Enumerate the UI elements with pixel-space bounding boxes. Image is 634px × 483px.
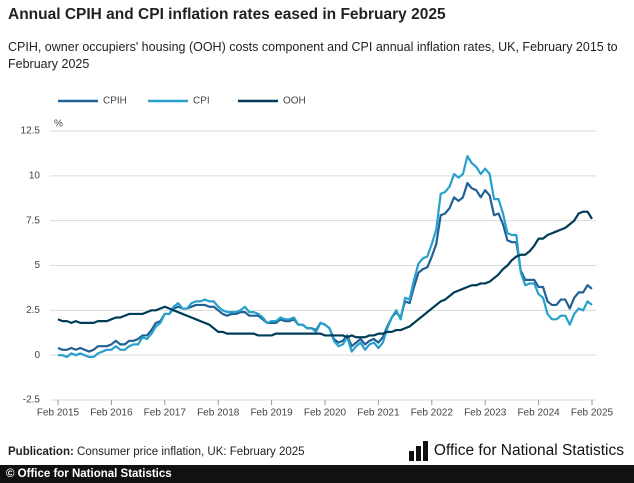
legend-label: CPI [193, 96, 210, 107]
x-tick-label: Feb 2020 [304, 408, 347, 419]
y-tick-label: -2.5 [23, 395, 41, 406]
x-tick-label: Feb 2023 [464, 408, 507, 419]
x-tick-label: Feb 2021 [357, 408, 400, 419]
y-unit-label: % [54, 119, 63, 130]
x-tick-label: Feb 2024 [517, 408, 560, 419]
logo: Office for National Statistics [408, 441, 624, 461]
publication: Publication: Consumer price inflation, U… [8, 446, 305, 458]
y-tick-label: 5 [34, 260, 40, 271]
publication-text: Consumer price inflation, UK: February 2… [77, 446, 305, 458]
y-tick-label: 0 [34, 350, 40, 361]
series-line [57, 210, 593, 339]
credit: © Office for National Statistics [0, 465, 634, 483]
x-tick-label: Feb 2025 [571, 408, 614, 419]
y-tick-label: 7.5 [26, 215, 40, 226]
logo-text: Office for National Statistics [433, 442, 624, 459]
publication-label: Publication: [8, 446, 74, 458]
series-line [57, 181, 593, 353]
chart-title: Annual CPIH and CPI inflation rates ease… [8, 6, 446, 23]
x-tick-label: Feb 2022 [411, 408, 454, 419]
legend-label: OOH [283, 96, 306, 107]
x-tick-label: Feb 2019 [250, 408, 293, 419]
chart-subtitle: CPIH, owner occupiers' housing (OOH) cos… [8, 40, 618, 71]
y-tick-label: 2.5 [26, 305, 40, 316]
legend-label: CPIH [103, 96, 127, 107]
y-tick-label: 10 [29, 170, 41, 181]
chart: % -2.5 0 2.5 5 7.5 10 12.5 Feb 2015 Feb 2016 Feb 2… [21, 96, 614, 419]
x-tick-label: Feb 2018 [197, 408, 240, 419]
x-tick-label: Feb 2015 [37, 408, 80, 419]
x-tick-label: Feb 2017 [144, 408, 187, 419]
logo-icon [408, 441, 428, 461]
x-tick-label: Feb 2016 [90, 408, 133, 419]
y-tick-label: 12.5 [21, 126, 41, 137]
series-line [58, 155, 593, 359]
